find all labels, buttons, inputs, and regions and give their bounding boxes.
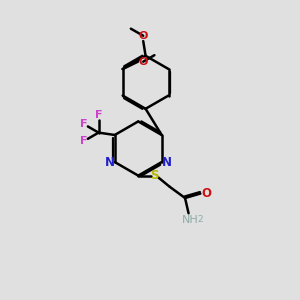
- Text: O: O: [201, 187, 211, 200]
- Text: F: F: [80, 136, 87, 146]
- Text: S: S: [150, 169, 159, 182]
- Text: 2: 2: [197, 215, 203, 224]
- Text: F: F: [95, 110, 102, 120]
- Text: O: O: [139, 31, 148, 41]
- Text: N: N: [162, 156, 172, 169]
- Text: N: N: [104, 156, 115, 169]
- Text: F: F: [80, 119, 87, 129]
- Text: NH: NH: [182, 215, 198, 225]
- Text: O: O: [139, 57, 148, 67]
